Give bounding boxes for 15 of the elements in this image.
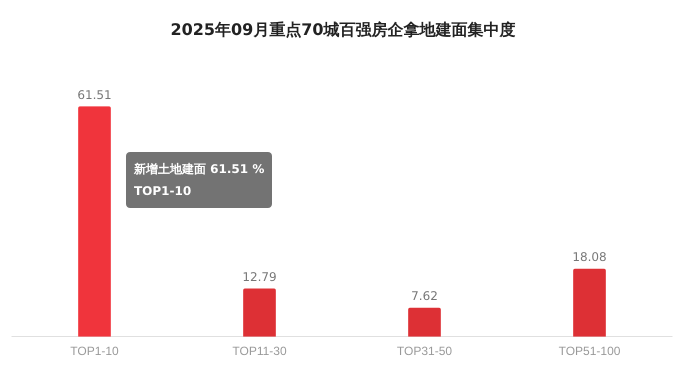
annotation: 新增土地建面 61.51 % — [134, 161, 264, 178]
bar — [573, 268, 606, 337]
data-label: 7.62 — [411, 289, 438, 304]
bar — [78, 106, 111, 337]
data-label: 61.51 — [77, 88, 112, 102]
x-tick-label: TOP1-10 — [70, 344, 120, 358]
bar — [408, 308, 441, 337]
annotation: TOP1-10 — [134, 183, 192, 200]
data-label: 18.08 — [572, 250, 607, 264]
x-tick-label: TOP31-50 — [396, 344, 452, 358]
bar — [243, 288, 276, 337]
data-label: 12.79 — [242, 270, 277, 284]
x-tick-label: TOP51-100 — [558, 344, 621, 358]
x-tick-label: TOP11-30 — [232, 344, 287, 358]
chart-title: 2025年09月重点70城百强房企拿地建面集中度 — [169, 20, 517, 41]
